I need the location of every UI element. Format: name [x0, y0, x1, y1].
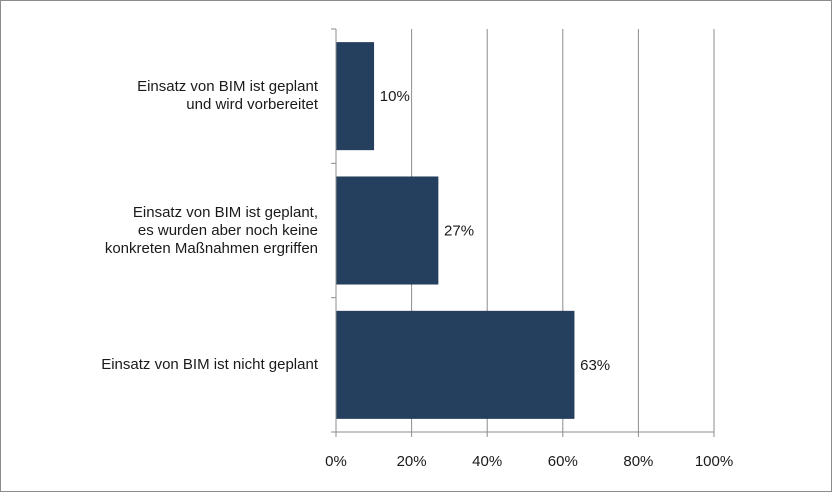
x-tick-label: 40% [472, 453, 502, 470]
x-tick-label: 0% [325, 453, 347, 470]
category-label-line: und wird vorbereitet [186, 96, 318, 114]
category-label-0: Einsatz von BIM ist geplant und wird vorb… [0, 78, 318, 114]
bar-2 [335, 310, 575, 419]
bar-0 [335, 42, 375, 151]
category-label-2: Einsatz von BIM ist nicht geplant [0, 356, 318, 374]
category-label-line: Einsatz von BIM ist geplant, [132, 203, 318, 221]
data-label-1: 27% [444, 223, 474, 240]
data-label-0: 10% [380, 88, 410, 105]
x-tick-label: 100% [695, 453, 733, 470]
x-tick-label: 80% [623, 453, 653, 470]
category-label-line: Einsatz von BIM ist geplant [137, 78, 318, 96]
bar-1 [335, 176, 439, 285]
category-label-line: konkreten Maßnahmen ergriffen [104, 239, 318, 257]
category-label-line: Einsatz von BIM ist nicht geplant [101, 355, 318, 373]
category-label-1: Einsatz von BIM ist geplant, es wurden ab… [0, 204, 318, 258]
x-tick-label: 60% [548, 453, 578, 470]
x-tick-label: 20% [397, 453, 427, 470]
category-label-line: es wurden aber noch keine [137, 221, 318, 239]
data-label-2: 63% [580, 357, 610, 374]
